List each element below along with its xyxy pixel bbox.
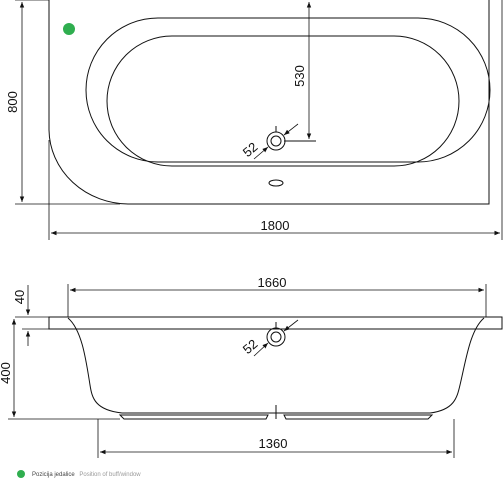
label-total-height: 400 (0, 362, 13, 384)
legend-primary-text: Pozicija jedalice (32, 472, 75, 478)
overflow-slot (268, 179, 284, 187)
tub-foot-left (118, 414, 269, 420)
overflow-inner (270, 331, 282, 343)
side-view-dimensions (8, 284, 487, 458)
top-view (48, 0, 491, 205)
label-bottom-length: 1360 (259, 436, 288, 451)
tub-rim-line (85, 17, 491, 163)
tub-rim (48, 316, 503, 330)
dim-line-overflow-diameter (253, 342, 269, 357)
tub-outer-outline (48, 0, 490, 205)
overflow-outer (266, 327, 286, 347)
dim-line-drain-diameter (253, 146, 269, 160)
tub-basin-outline (106, 35, 460, 167)
side-view (48, 316, 503, 420)
position-marker-dot (63, 23, 75, 35)
tub-body-right (429, 317, 485, 414)
label-rim-length: 1660 (258, 275, 287, 290)
label-length: 1800 (261, 218, 290, 233)
label-rim-height: 40 (12, 290, 27, 304)
drain-inner (270, 135, 282, 147)
label-drain-diameter: 52 (240, 139, 261, 160)
label-overflow-diameter: 52 (240, 336, 261, 357)
legend-text: Pozicija jedalice Position of buff/windo… (32, 472, 141, 478)
drain-outer (266, 131, 286, 151)
tub-foot-right (283, 414, 434, 420)
label-width: 800 (5, 91, 20, 113)
legend: Pozicija jedalice Position of buff/windo… (17, 470, 141, 478)
legend-secondary-text: Position of buff/window (79, 472, 141, 478)
label-drain-offset: 530 (292, 65, 307, 87)
top-view-dimensions (15, 0, 503, 240)
tub-body-left (67, 317, 123, 414)
legend-marker-dot (17, 470, 25, 478)
